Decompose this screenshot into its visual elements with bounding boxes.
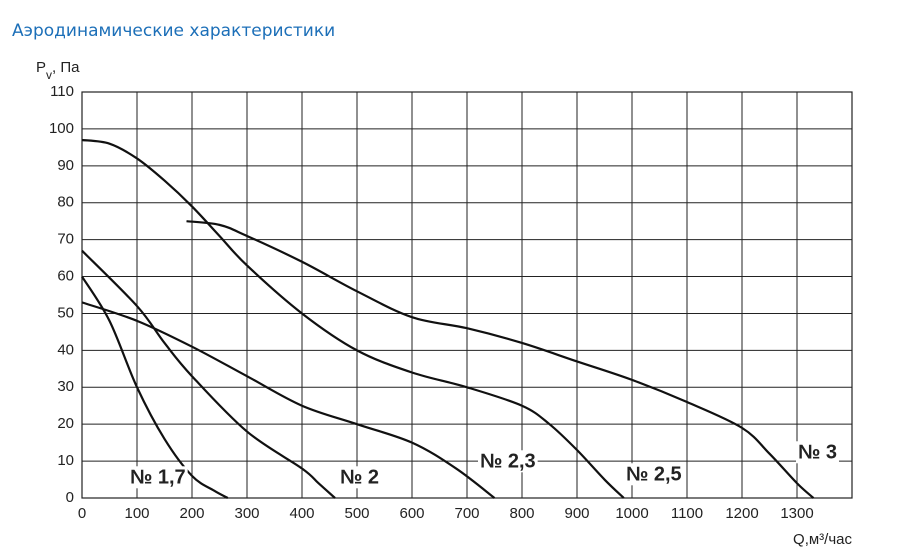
- curve: [81, 138, 625, 499]
- x-tick-label: 600: [399, 505, 424, 522]
- x-tick-label: 0: [78, 505, 86, 522]
- series-label-bg: [128, 466, 188, 489]
- chart-title: Аэродинамические характеристики: [12, 21, 335, 41]
- x-tick-label: 800: [509, 505, 534, 522]
- x-tick-label: 300: [234, 505, 259, 522]
- x-tick-label: 900: [564, 505, 589, 522]
- y-label-rest: , Па: [52, 59, 80, 76]
- series-label: № 1,7: [130, 466, 186, 488]
- x-tick-label: 200: [179, 505, 204, 522]
- series-label-bg: [338, 466, 381, 489]
- x-tick-label: 1100: [671, 505, 703, 522]
- y-tick-label: 20: [57, 415, 74, 432]
- series-label-bg: [478, 450, 538, 473]
- y-tick-label: 80: [57, 194, 74, 211]
- y-tick-label: 90: [57, 157, 74, 174]
- series-label: № 3: [798, 441, 837, 463]
- series-label: № 2,3: [480, 450, 536, 472]
- x-tick-label: 1200: [725, 505, 758, 522]
- curve: [81, 249, 336, 499]
- y-label-sub: v: [46, 68, 52, 82]
- x-tick-label: 1000: [615, 505, 648, 522]
- series-label-bg: [624, 463, 684, 486]
- y-label-main: P: [36, 59, 46, 76]
- y-tick-label: 70: [57, 231, 74, 248]
- y-tick-label: 40: [57, 341, 74, 358]
- y-axis-label: Pv, Па: [36, 59, 80, 82]
- series-label-bg: [796, 441, 839, 464]
- y-tick-label: 60: [57, 268, 74, 285]
- x-tick-label: 500: [344, 505, 369, 522]
- curve: [81, 275, 229, 499]
- series-label: № 2: [340, 466, 379, 488]
- x-tick-label: 1300: [780, 505, 813, 522]
- y-tick-label: 50: [57, 304, 74, 321]
- x-tick-label: 700: [454, 505, 479, 522]
- y-tick-label: 0: [66, 489, 74, 506]
- curve: [81, 301, 496, 499]
- x-tick-label: 400: [289, 505, 314, 522]
- series-label: № 2,5: [626, 463, 682, 485]
- x-tick-label: 100: [124, 505, 149, 522]
- y-tick-label: 110: [50, 83, 74, 100]
- y-tick-label: 100: [49, 120, 74, 137]
- y-tick-label: 10: [57, 452, 74, 469]
- curve: [186, 220, 815, 499]
- x-axis-label: Q,м³/час: [793, 531, 852, 548]
- y-tick-label: 30: [57, 378, 74, 395]
